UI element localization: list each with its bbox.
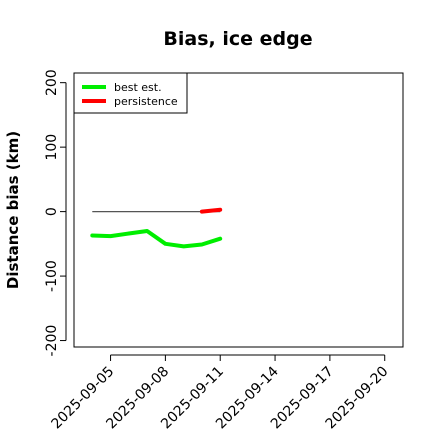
chart-title: Bias, ice edge bbox=[163, 28, 312, 50]
y-tick-label: -200 bbox=[44, 325, 60, 357]
y-tick-label: -100 bbox=[44, 260, 60, 292]
y-tick-label: 200 bbox=[44, 69, 60, 96]
y-axis: -200 -100 0 100 200 bbox=[44, 69, 67, 357]
y-tick-label: 100 bbox=[44, 134, 60, 161]
y-axis-label: Distance bias (km) bbox=[4, 131, 22, 289]
series-layer bbox=[90, 207, 223, 249]
series-line-persistence bbox=[199, 207, 223, 214]
legend-label: best est. bbox=[114, 81, 162, 94]
plot-frame bbox=[73, 72, 404, 348]
series-line-best-est bbox=[90, 229, 223, 249]
legend: best est.persistence bbox=[73, 72, 188, 114]
y-tick-label: 0 bbox=[44, 207, 60, 216]
x-axis: 2025-09-052025-09-082025-09-112025-09-14… bbox=[49, 354, 392, 432]
legend-label: persistence bbox=[114, 95, 178, 108]
legend-box bbox=[73, 72, 188, 114]
